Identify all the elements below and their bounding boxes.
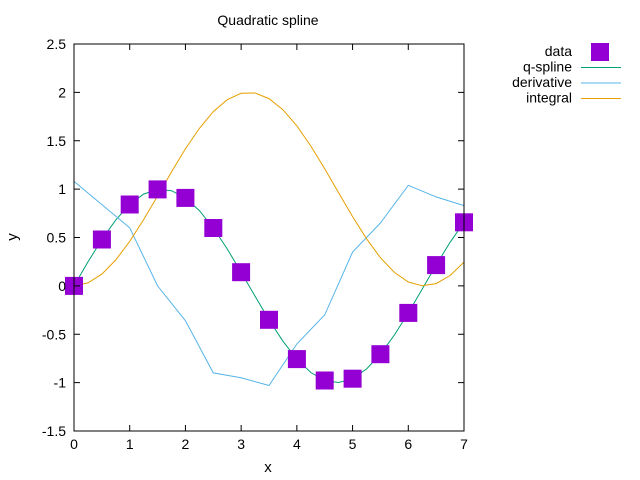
x-tick-label: 2: [182, 436, 190, 452]
data-point: [120, 195, 139, 214]
data-point: [232, 263, 251, 282]
legend-label: data: [545, 43, 572, 59]
y-tick-label: 1.5: [47, 133, 67, 149]
data-point: [176, 188, 195, 207]
data-point: [92, 230, 111, 249]
x-tick-label: 1: [126, 436, 134, 452]
x-tick-label: 3: [237, 436, 245, 452]
y-tick-label: 2: [58, 84, 66, 100]
series-integral-line: [73, 92, 465, 287]
plot-area: [65, 92, 473, 390]
legend-label: integral: [526, 90, 572, 106]
y-tick-label: -1.5: [42, 423, 66, 439]
x-tick-label: 6: [404, 436, 412, 452]
legend-swatch: [591, 43, 609, 61]
y-axis-label: y: [4, 233, 21, 241]
data-point: [399, 303, 418, 322]
data-point: [260, 310, 278, 329]
data-point: [343, 369, 362, 388]
y-tick-label: 0.5: [47, 230, 67, 246]
data-point: [148, 180, 167, 199]
data-point: [287, 350, 306, 369]
x-tick-label: 7: [460, 436, 468, 452]
axes: 0 1 2 3 4 5 6 7 -1.5 -1 -0.5 0 0.5 1 1.5 2 2.5: [42, 36, 468, 452]
y-tick-label: 1: [58, 181, 66, 197]
data-point: [427, 256, 446, 275]
data-point: [204, 219, 223, 237]
y-tick-label: 2.5: [47, 36, 67, 52]
y-tick-label: 0: [58, 278, 66, 294]
chart-title: Quadratic spline: [217, 12, 318, 28]
data-point: [315, 371, 334, 390]
x-tick-label: 0: [70, 436, 78, 452]
x-tick-label: 5: [349, 436, 357, 452]
x-axis-label: x: [264, 459, 272, 476]
series-derivative-line: [73, 181, 465, 387]
y-tick-label: -1: [54, 375, 67, 391]
legend-label: q-spline: [523, 59, 572, 75]
y-tick-label: -0.5: [42, 326, 66, 342]
legend-label: derivative: [512, 74, 572, 90]
x-tick-label: 4: [293, 436, 301, 452]
data-point: [371, 345, 390, 364]
